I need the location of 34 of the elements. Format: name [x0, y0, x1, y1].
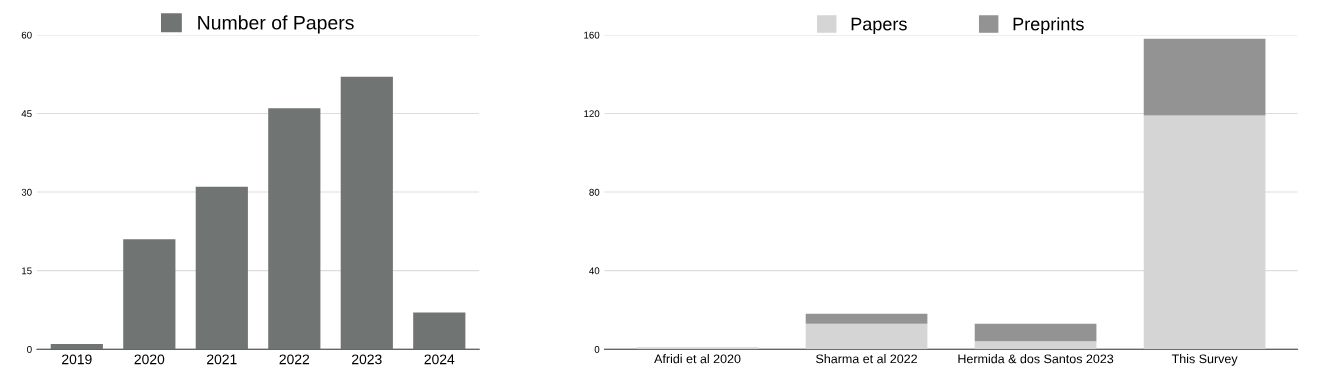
y-tick-label: 45 — [21, 110, 32, 118]
bar — [974, 341, 1097, 350]
bar — [50, 343, 103, 350]
bar — [340, 76, 393, 350]
bar — [1143, 38, 1266, 116]
y-tick-label: 15 — [22, 267, 32, 275]
x-tick-label: 2024 — [424, 354, 455, 365]
y-tick-label: 40 — [589, 267, 600, 275]
y-tick-label: 30 — [21, 188, 32, 196]
x-tick-label: 2022 — [279, 354, 310, 365]
x-tick-label: 2020 — [134, 354, 165, 365]
bar — [195, 186, 248, 350]
x-tick-label: This Survey — [1171, 354, 1238, 366]
x-tick-label: Hermida & dos Santos 2023 — [958, 354, 1114, 364]
y-tick-label: 0 — [594, 345, 600, 353]
bar — [268, 108, 321, 350]
legend-label: Preprints — [1013, 17, 1084, 34]
legend-label: Papers — [851, 17, 907, 34]
x-tick-label: 2023 — [352, 354, 382, 365]
x-tick-label: Sharma et al 2022 — [816, 354, 917, 364]
legend-label: Number of Papers — [198, 15, 354, 34]
bar — [805, 313, 928, 324]
bar — [805, 323, 928, 350]
y-tick-label: 80 — [589, 188, 600, 196]
y-tick-label: 60 — [21, 31, 32, 39]
y-tick-label: 120 — [584, 110, 600, 118]
x-tick-label: 2019 — [62, 354, 92, 365]
bar — [123, 239, 176, 350]
bar — [974, 323, 1097, 342]
bar — [413, 312, 466, 350]
y-tick-label: 160 — [584, 31, 600, 39]
x-tick-label: 2021 — [207, 354, 237, 365]
x-tick-label: Afridi et al 2020 — [654, 354, 741, 364]
y-tick-label: 0 — [27, 345, 32, 353]
